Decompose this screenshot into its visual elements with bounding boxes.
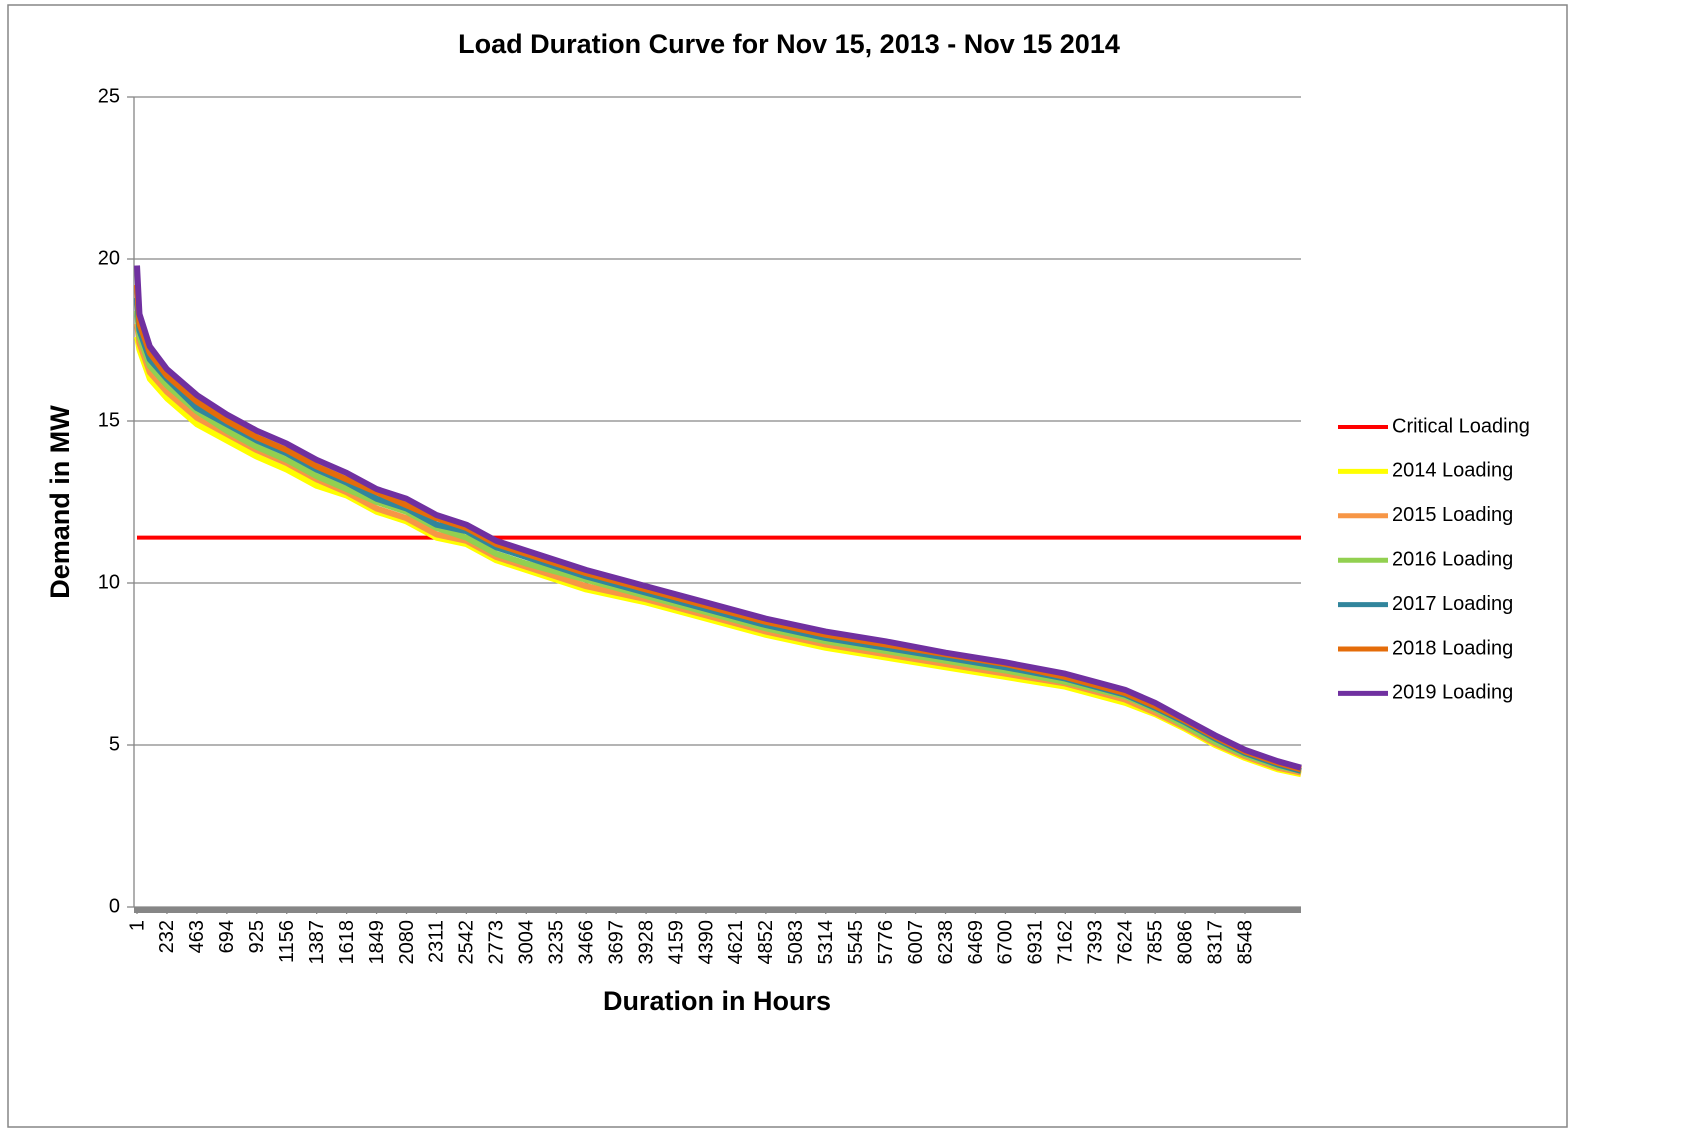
x-tick-label: 6238 — [935, 920, 957, 965]
legend-label: 2019 Loading — [1392, 682, 1513, 704]
x-tick-label: 7855 — [1144, 920, 1166, 965]
chart-frame — [7, 4, 1568, 1128]
series-line — [134, 265, 1302, 771]
x-tick-label: 694 — [216, 920, 238, 953]
x-tick-label: 5314 — [815, 920, 837, 965]
x-tick-label: 463 — [186, 920, 208, 953]
y-tick-label: 15 — [98, 409, 120, 431]
x-tick-label: 1849 — [366, 920, 388, 965]
x-axis-label: Duration in Hours — [603, 986, 831, 1016]
x-tick-label: 4621 — [725, 920, 747, 965]
x-tick-label: 232 — [156, 920, 178, 953]
x-axis — [134, 907, 1301, 913]
x-tick-label: 5776 — [875, 920, 897, 965]
y-tick-label: 10 — [98, 571, 120, 593]
y-axis-label: Demand in MW — [45, 405, 75, 599]
chart-title: Load Duration Curve for Nov 15, 2013 - N… — [458, 29, 1120, 59]
legend-label: 2018 Loading — [1392, 637, 1513, 659]
y-tick-label: 20 — [98, 247, 120, 269]
x-tick-label: 5083 — [785, 920, 807, 965]
x-tick-label: 2773 — [486, 920, 508, 965]
x-tick-label: 2542 — [456, 920, 478, 965]
x-tick-label: 5545 — [845, 920, 867, 965]
x-tick-label: 8548 — [1234, 920, 1256, 965]
legend-label: 2016 Loading — [1392, 548, 1513, 570]
x-tick-label: 3004 — [516, 920, 538, 965]
x-tick-label: 3235 — [546, 920, 568, 965]
x-tick-label: 7624 — [1114, 920, 1136, 965]
x-tick-label: 6700 — [995, 920, 1017, 965]
legend-label: 2015 Loading — [1392, 504, 1513, 526]
x-tick-label: 4852 — [755, 920, 777, 965]
x-tick-label: 6007 — [905, 920, 927, 965]
x-tick-label: 2080 — [396, 920, 418, 965]
x-tick-label: 3697 — [605, 920, 627, 965]
y-tick-label: 25 — [98, 85, 120, 107]
x-tick-label: 6469 — [965, 920, 987, 965]
x-tick-label: 1387 — [306, 920, 328, 965]
x-tick-label: 925 — [246, 920, 268, 953]
y-tick-label: 5 — [109, 733, 120, 755]
x-tick-label: 4390 — [695, 920, 717, 965]
x-tick-label: 1618 — [336, 920, 358, 965]
y-tick-label: 0 — [109, 895, 120, 917]
x-tick-label: 3928 — [635, 920, 657, 965]
legend-label: 2014 Loading — [1392, 460, 1513, 482]
x-tick-label: 1 — [126, 920, 148, 931]
x-tick-label: 3466 — [575, 920, 597, 965]
x-tick-label: 2311 — [426, 920, 448, 963]
legend-label: Critical Loading — [1392, 415, 1530, 437]
x-tick-label: 8317 — [1204, 920, 1226, 965]
x-tick-label: 8086 — [1174, 920, 1196, 965]
x-tick-label: 7162 — [1055, 920, 1077, 965]
x-tick-label: 7393 — [1085, 920, 1107, 965]
legend-label: 2017 Loading — [1392, 593, 1513, 615]
x-tick-label: 1156 — [276, 920, 298, 963]
x-tick-label: 4159 — [665, 920, 687, 965]
x-tick-label: 6931 — [1025, 920, 1047, 965]
